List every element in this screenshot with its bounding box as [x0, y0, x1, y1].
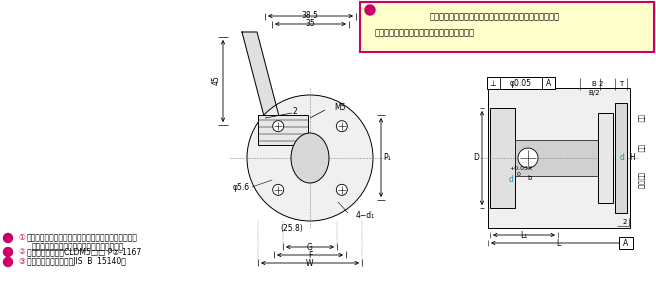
Text: L: L — [556, 239, 560, 248]
Text: H: H — [629, 153, 635, 162]
Text: A: A — [623, 239, 628, 248]
Text: b: b — [528, 175, 532, 181]
Text: d: d — [508, 176, 514, 184]
Circle shape — [3, 234, 12, 242]
Text: 38.5: 38.5 — [302, 11, 318, 21]
Text: 4−d₁: 4−d₁ — [356, 210, 375, 219]
Bar — [488, 88, 630, 228]
Text: i: i — [7, 249, 9, 254]
Text: M5: M5 — [335, 103, 346, 112]
Bar — [598, 113, 613, 203]
Text: ①: ① — [18, 234, 25, 242]
Bar — [615, 103, 627, 213]
Text: 45: 45 — [211, 75, 220, 85]
Text: 2: 2 — [623, 219, 627, 225]
Text: (25.8): (25.8) — [281, 223, 303, 233]
Circle shape — [365, 5, 375, 15]
Text: L₁: L₁ — [520, 231, 527, 239]
Bar — [490, 108, 515, 208]
Text: クランプレバー：CLDM5□□ P②-1167: クランプレバー：CLDM5□□ P②-1167 — [27, 248, 141, 257]
Bar — [515, 140, 600, 176]
Text: ねじ軸を挿入しない状態での使用（空締め）は行わないで: ねじ軸を挿入しない状態での使用（空締め）は行わないで — [430, 12, 560, 21]
Text: T: T — [619, 81, 623, 87]
Text: 止輪: 止輪 — [638, 144, 644, 152]
Text: φ0.05: φ0.05 — [510, 79, 532, 88]
Text: +0.03: +0.03 — [510, 166, 529, 170]
Text: 35: 35 — [305, 19, 315, 28]
Text: ラジアルベアリング：JIS  B  15140級: ラジアルベアリング：JIS B 15140級 — [27, 257, 126, 266]
Text: B 2: B 2 — [592, 81, 604, 87]
Text: 2: 2 — [293, 108, 297, 117]
Text: G: G — [307, 242, 313, 251]
Text: ③: ③ — [18, 257, 25, 266]
Text: D: D — [473, 153, 479, 162]
Text: i: i — [369, 7, 371, 13]
Circle shape — [337, 121, 347, 132]
Text: i: i — [7, 260, 9, 265]
Circle shape — [337, 184, 347, 195]
Circle shape — [518, 148, 538, 168]
Bar — [360, 2, 654, 52]
Text: 溱道内径: 溱道内径 — [638, 172, 644, 188]
Polygon shape — [242, 32, 280, 120]
Text: P₁: P₁ — [383, 153, 391, 162]
Text: F: F — [308, 251, 312, 260]
Text: ②: ② — [18, 248, 25, 257]
Circle shape — [3, 248, 12, 257]
Bar — [258, 115, 308, 145]
Text: レバーが留まる角度を自在に変えられます。: レバーが留まる角度を自在に変えられます。 — [32, 242, 125, 251]
Circle shape — [3, 257, 12, 266]
Text: 0: 0 — [517, 173, 521, 178]
Circle shape — [247, 95, 373, 221]
Text: d: d — [619, 153, 625, 162]
Text: ください。変形して使用できなくなります。: ください。変形して使用できなくなります。 — [375, 28, 475, 37]
Text: 軸受: 軸受 — [638, 114, 644, 122]
Bar — [619, 237, 633, 249]
Circle shape — [273, 121, 283, 132]
Bar — [487, 77, 555, 89]
Text: レバーを引っ張りながら回転させると、クランプ時に: レバーを引っ張りながら回転させると、クランプ時に — [27, 234, 138, 242]
Text: φ5.6: φ5.6 — [233, 182, 250, 191]
Text: x: x — [528, 165, 532, 171]
Ellipse shape — [291, 133, 329, 183]
Text: A: A — [546, 79, 552, 88]
Text: i: i — [7, 236, 9, 240]
Circle shape — [273, 184, 283, 195]
Text: B/2: B/2 — [588, 90, 600, 96]
Text: ⊥: ⊥ — [489, 79, 497, 88]
Text: W: W — [306, 259, 314, 268]
